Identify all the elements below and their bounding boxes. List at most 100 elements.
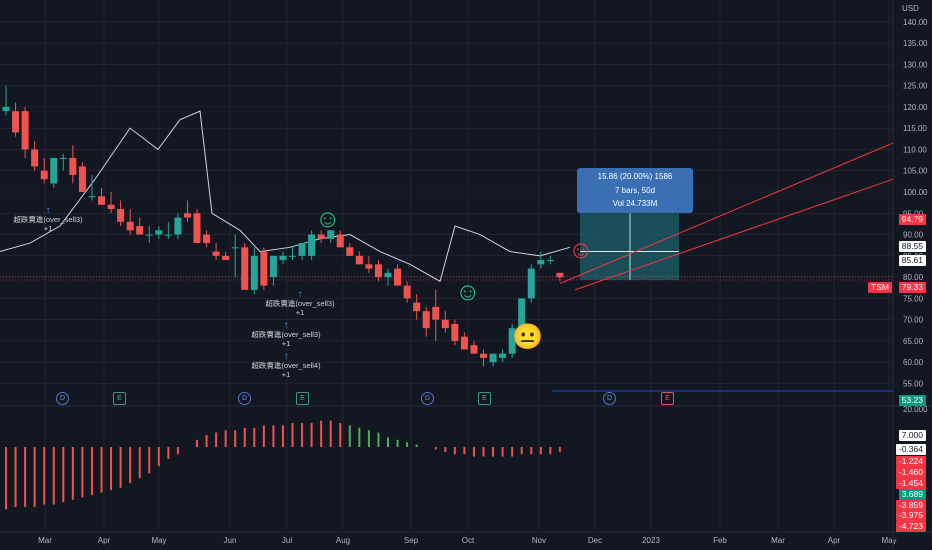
- candle-body: [441, 319, 449, 329]
- x-tick-label: Sep: [404, 536, 419, 545]
- x-tick-label: Aug: [336, 536, 350, 545]
- candle-body: [145, 234, 153, 236]
- candle-body: [126, 221, 134, 231]
- candle-body: [384, 272, 392, 278]
- x-tick-label: Oct: [462, 536, 475, 545]
- candle-body: [183, 213, 191, 218]
- osc-label: -1.224: [895, 456, 926, 467]
- smile-icon: ☺: [568, 236, 594, 264]
- candle-body: [40, 170, 48, 180]
- candle-body: [317, 234, 325, 239]
- candle-body: [260, 251, 268, 286]
- trend-line: [559, 142, 894, 284]
- arrow-up-icon: ↑: [283, 351, 289, 362]
- measure-tooltip: 15.86 (20.00%) 1586 7 bars, 50d Vol 24.7…: [577, 168, 693, 213]
- x-tick-label: Mar: [38, 536, 52, 545]
- candle-body: [374, 264, 382, 278]
- y-tick-label: 140.00: [903, 18, 928, 27]
- x-tick-label: Feb: [713, 536, 727, 545]
- candle-body: [499, 353, 507, 358]
- dividend-marker[interactable]: D: [238, 392, 251, 405]
- y-tick-label: 105.00: [903, 167, 928, 176]
- y-tick-label: 55.00: [903, 379, 924, 388]
- osc-axis-label: 20.000: [903, 405, 928, 414]
- y-tick-label: 95.00: [903, 209, 924, 218]
- y-tick-label: 65.00: [903, 337, 924, 346]
- arrow-up-icon: ↑: [283, 320, 289, 331]
- candle-body: [480, 353, 487, 358]
- x-tick-label: Apr: [828, 536, 841, 545]
- dividend-marker[interactable]: D: [603, 392, 616, 405]
- signal-label: ↑ 超跌賣進(over_sell4) +1: [251, 351, 321, 380]
- candle-body: [537, 260, 545, 265]
- candle-body: [336, 234, 344, 248]
- x-tick-label: Mar: [771, 536, 785, 545]
- candle-body: [489, 353, 497, 363]
- candle-body: [394, 268, 402, 286]
- x-tick-label: Apr: [98, 536, 111, 545]
- y-tick-label: 135.00: [903, 39, 928, 48]
- earnings-marker[interactable]: E: [478, 392, 491, 405]
- candle-body: [117, 209, 125, 222]
- currency-label: USD: [902, 4, 919, 13]
- candle-body: [422, 311, 430, 329]
- dividend-marker[interactable]: D: [421, 392, 434, 405]
- measure-bars: 7 bars, 50d: [614, 185, 656, 195]
- candle-body: [250, 255, 258, 290]
- candle-body: [59, 157, 67, 159]
- candle-body: [470, 345, 478, 354]
- x-tick-label: May: [151, 536, 166, 545]
- earnings-marker[interactable]: E: [113, 392, 126, 405]
- price-label: 85.61: [898, 255, 926, 266]
- candle-body: [460, 336, 468, 350]
- osc-label: -1.454: [895, 478, 926, 489]
- arrow-up-icon: ↑: [297, 289, 303, 300]
- candle-body: [365, 264, 373, 269]
- candle-body: [50, 157, 58, 184]
- candle-body: [231, 247, 239, 249]
- candle-body: [212, 251, 220, 256]
- candle-body: [279, 255, 287, 261]
- y-tick-label: 60.00: [903, 358, 924, 367]
- x-tick-label: Jul: [282, 536, 292, 545]
- candle-body: [327, 230, 335, 239]
- x-tick-label: May: [881, 536, 896, 545]
- candle-body: [546, 260, 554, 262]
- y-tick-label: 115.00: [903, 124, 927, 133]
- y-tick-label: 90.00: [903, 231, 924, 240]
- price-label: 53.23: [898, 395, 926, 406]
- trend-line: [574, 178, 894, 291]
- moving-average-line: [0, 110, 571, 283]
- candle-body: [155, 230, 163, 235]
- price-label: 79.33: [898, 282, 926, 293]
- dividend-marker[interactable]: D: [56, 392, 69, 405]
- measure-zone: [580, 213, 679, 280]
- osc-label: 7.000: [898, 430, 926, 441]
- symbol-label: TSM: [868, 282, 892, 293]
- candle-body: [451, 323, 459, 341]
- measure-change: 15.86 (20.00%) 1586: [597, 172, 673, 181]
- osc-label: -0.364: [895, 444, 926, 455]
- earnings-marker[interactable]: E: [296, 392, 309, 405]
- candle-body: [2, 106, 10, 112]
- candle-body: [269, 255, 277, 278]
- earnings-marker[interactable]: E: [661, 392, 674, 405]
- candle-body: [164, 234, 172, 236]
- smile-icon: ☺: [455, 278, 481, 306]
- candle-body: [12, 111, 20, 133]
- candle-body: [403, 285, 411, 299]
- x-tick-label: Dec: [588, 536, 602, 545]
- y-tick-label: 125.00: [903, 82, 928, 91]
- candle-body: [78, 166, 86, 192]
- signal-label: ↑ 超跌賣進(over_sell3) +1: [265, 289, 335, 318]
- x-tick-label: 2023: [642, 536, 660, 545]
- candle-body: [527, 268, 535, 299]
- candle-body: [346, 247, 354, 256]
- neutral-face-icon: 😐: [512, 323, 544, 351]
- y-tick-label: 100.00: [903, 188, 928, 197]
- osc-label: -3.859: [895, 500, 926, 511]
- measure-volume: Vol 24.733M: [612, 199, 658, 208]
- smile-icon: ☺: [315, 205, 341, 233]
